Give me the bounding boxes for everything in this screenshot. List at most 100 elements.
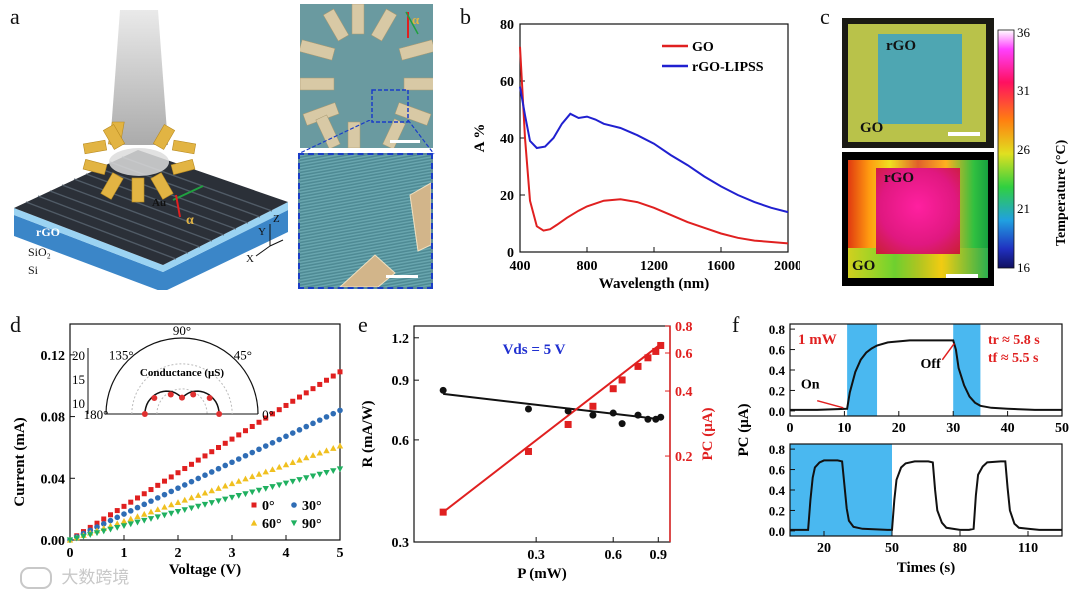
data-point (243, 428, 248, 434)
light-on-region (953, 324, 981, 416)
data-point (87, 532, 94, 538)
y-tick-label: 0.2 (769, 503, 785, 518)
data-point (121, 503, 127, 509)
data-point (135, 495, 140, 501)
data-point (289, 430, 296, 436)
data-point (195, 503, 202, 510)
pc-data-point (524, 447, 532, 455)
power-annotation: 1 mW (798, 332, 837, 348)
thermal-rgo-label: rGO (884, 170, 914, 186)
data-point (155, 482, 161, 488)
y-tick-label: 0.0 (769, 404, 785, 419)
y-axis-label: A % (472, 124, 488, 153)
x-tick-label: 40 (1001, 421, 1015, 436)
y-tick-label: 0.0 (769, 524, 785, 539)
r-data-point (609, 409, 617, 417)
legend-label: 0° (262, 499, 275, 514)
data-point (141, 491, 147, 497)
x-tick-label: 2 (175, 546, 182, 561)
x-tick-label: 110 (1018, 541, 1038, 556)
photocurrent-trace (790, 459, 1062, 531)
fall-time-annotation: tf ≈ 5.5 s (988, 351, 1039, 366)
data-point (282, 461, 290, 468)
laser-beam (110, 10, 168, 145)
data-point (208, 500, 215, 506)
y-right-tick-label: 0.8 (675, 320, 693, 335)
y-tick-label: 0.4 (769, 363, 786, 378)
x-tick-label: 5 (337, 546, 344, 561)
data-point (296, 427, 303, 433)
pc-data-point (589, 402, 597, 410)
pc-data-point (652, 347, 660, 355)
panel-letter-d: d (10, 312, 21, 337)
au-label: Au (152, 197, 166, 209)
panel-letter-e: e (358, 312, 368, 337)
y-axis-label: R (mA/W) (360, 400, 376, 467)
y-axis-label: Current (mA) (12, 417, 28, 506)
watermark: 大数跨境 (20, 563, 129, 589)
x-tick-label: 400 (510, 259, 531, 274)
y-tick-label: 0.6 (769, 343, 786, 358)
data-point (202, 453, 208, 459)
data-point (168, 510, 175, 517)
series-line-GO (519, 46, 789, 245)
si-substrate (14, 210, 288, 290)
y-tick-label: 0.6 (392, 434, 410, 449)
photo-rgo-label: rGO (886, 38, 916, 54)
sio2-label: SiO₂ (28, 245, 51, 259)
data-point (290, 520, 298, 527)
y-right-tick-label: 0.4 (675, 385, 693, 400)
responsivity-chart: 0.3 0.6 0.9 0.3 0.6 0.9 1.2 0.2 0.4 0.6 0.8 P (mW) R… (360, 320, 716, 582)
data-point (209, 449, 215, 455)
data-point (249, 423, 255, 429)
au-electrodes (82, 121, 197, 203)
data-point (336, 442, 344, 449)
x-tick-label: 0.9 (650, 548, 668, 563)
data-point (282, 480, 290, 487)
data-point (263, 415, 269, 421)
data-point (168, 474, 174, 480)
data-point (317, 381, 323, 387)
data-point (93, 530, 101, 537)
colorbar-tick: 31 (1017, 83, 1030, 98)
data-point (189, 461, 194, 467)
data-point (323, 414, 330, 420)
data-point (337, 369, 343, 375)
data-point (222, 462, 229, 469)
polar-angle-label: 45° (234, 348, 252, 363)
r-data-point (644, 415, 652, 423)
data-point (154, 495, 161, 501)
panel-letter-b: b (460, 4, 471, 29)
data-point (188, 478, 195, 485)
x-tick-label: 800 (577, 259, 598, 274)
x-axis-label: P (mW) (517, 566, 567, 582)
data-point (222, 496, 229, 503)
data-point (289, 459, 296, 465)
data-point (310, 386, 316, 392)
data-point (242, 452, 249, 459)
scale-bar-thermal (946, 274, 978, 278)
data-point (323, 469, 330, 476)
light-on-region (790, 444, 892, 536)
data-point (215, 465, 222, 472)
r-data-point (657, 413, 665, 421)
plot-frame (69, 323, 341, 541)
data-point (182, 466, 188, 472)
data-point (175, 485, 181, 491)
data-point (324, 377, 329, 383)
legend-label: 90° (302, 517, 322, 532)
x-tick-label: 30 (946, 421, 960, 436)
thermal-go-label: GO (852, 258, 876, 274)
y-tick-label: 60 (500, 75, 514, 90)
x-axis-label: Times (s) (897, 560, 955, 576)
y-tick-label: 0.08 (41, 411, 66, 426)
polar-point (141, 411, 148, 417)
polar-point (151, 395, 158, 402)
plot-frame (413, 325, 671, 543)
r-fit-line (443, 392, 661, 421)
absorption-chart: 400 800 1200 1600 2000 0 20 40 60 80 Wavelength (n… (472, 18, 800, 292)
data-point (195, 475, 202, 482)
on-arrow (817, 399, 844, 409)
pc-data-point (657, 341, 665, 349)
iv-chart: 0 1 2 3 4 5 0.00 0.04 0.08 0.12 Voltage (V) Current… (12, 323, 344, 578)
